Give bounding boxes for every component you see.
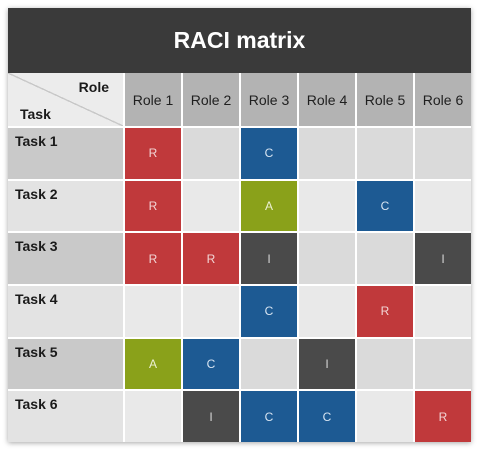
raci-matrix-card: RACI matrix Role Task Role 1 Role 2 Role… <box>8 8 471 442</box>
raci-cell-task4-role4 <box>299 286 355 337</box>
task-label-5: Task 5 <box>8 338 123 390</box>
task-label-4: Task 4 <box>8 286 123 337</box>
raci-cell-task1-role4 <box>299 128 355 179</box>
raci-cell-task6-role6: R <box>415 391 471 442</box>
raci-cell-task4-role1 <box>125 286 181 337</box>
raci-cell-task2-role5: C <box>357 180 413 232</box>
raci-cell-task5-role5 <box>357 338 413 390</box>
raci-cell-task4-role3: C <box>241 286 297 337</box>
role-header-4: Role 4 <box>299 73 355 126</box>
raci-cell-task2-role3: A <box>241 180 297 232</box>
role-header-6: Role 6 <box>415 73 471 126</box>
raci-cell-task1-role5 <box>357 128 413 179</box>
raci-cell-task5-role1: A <box>125 338 181 390</box>
raci-cell-task4-role2 <box>183 286 239 337</box>
raci-cell-task3-role1: R <box>125 233 181 284</box>
raci-cell-task6-role4: C <box>299 391 355 442</box>
raci-cell-task2-role4 <box>299 180 355 232</box>
raci-cell-task6-role3: C <box>241 391 297 442</box>
raci-cell-task5-role2: C <box>183 338 239 390</box>
raci-cell-task2-role1: R <box>125 180 181 232</box>
raci-grid: Role Task Role 1 Role 2 Role 3 Role 4 Ro… <box>8 73 471 442</box>
raci-cell-task4-role5: R <box>357 286 413 337</box>
raci-cell-task5-role3 <box>241 338 297 390</box>
task-label-1: Task 1 <box>8 128 123 179</box>
raci-cell-task3-role3: I <box>241 233 297 284</box>
raci-cell-task6-role1 <box>125 391 181 442</box>
role-axis-label: Role <box>78 79 109 95</box>
role-header-1: Role 1 <box>125 73 181 126</box>
raci-cell-task5-role6 <box>415 338 471 390</box>
raci-cell-task2-role6 <box>415 180 471 232</box>
matrix-title: RACI matrix <box>173 27 306 53</box>
corner-header: Role Task <box>8 73 123 126</box>
task-label-6: Task 6 <box>8 391 123 442</box>
raci-cell-task3-role6: I <box>415 233 471 284</box>
raci-cell-task1-role3: C <box>241 128 297 179</box>
role-header-3: Role 3 <box>241 73 297 126</box>
raci-cell-task6-role5 <box>357 391 413 442</box>
task-label-3: Task 3 <box>8 233 123 284</box>
task-axis-label: Task <box>20 106 51 122</box>
raci-cell-task1-role1: R <box>125 128 181 179</box>
raci-cell-task6-role2: I <box>183 391 239 442</box>
title-bar: RACI matrix <box>8 8 471 73</box>
role-header-2: Role 2 <box>183 73 239 126</box>
raci-cell-task5-role4: I <box>299 338 355 390</box>
raci-cell-task3-role2: R <box>183 233 239 284</box>
raci-cell-task1-role6 <box>415 128 471 179</box>
task-label-2: Task 2 <box>8 180 123 232</box>
raci-cell-task3-role5 <box>357 233 413 284</box>
raci-cell-task3-role4 <box>299 233 355 284</box>
raci-cell-task1-role2 <box>183 128 239 179</box>
role-header-5: Role 5 <box>357 73 413 126</box>
raci-cell-task2-role2 <box>183 180 239 232</box>
raci-cell-task4-role6 <box>415 286 471 337</box>
